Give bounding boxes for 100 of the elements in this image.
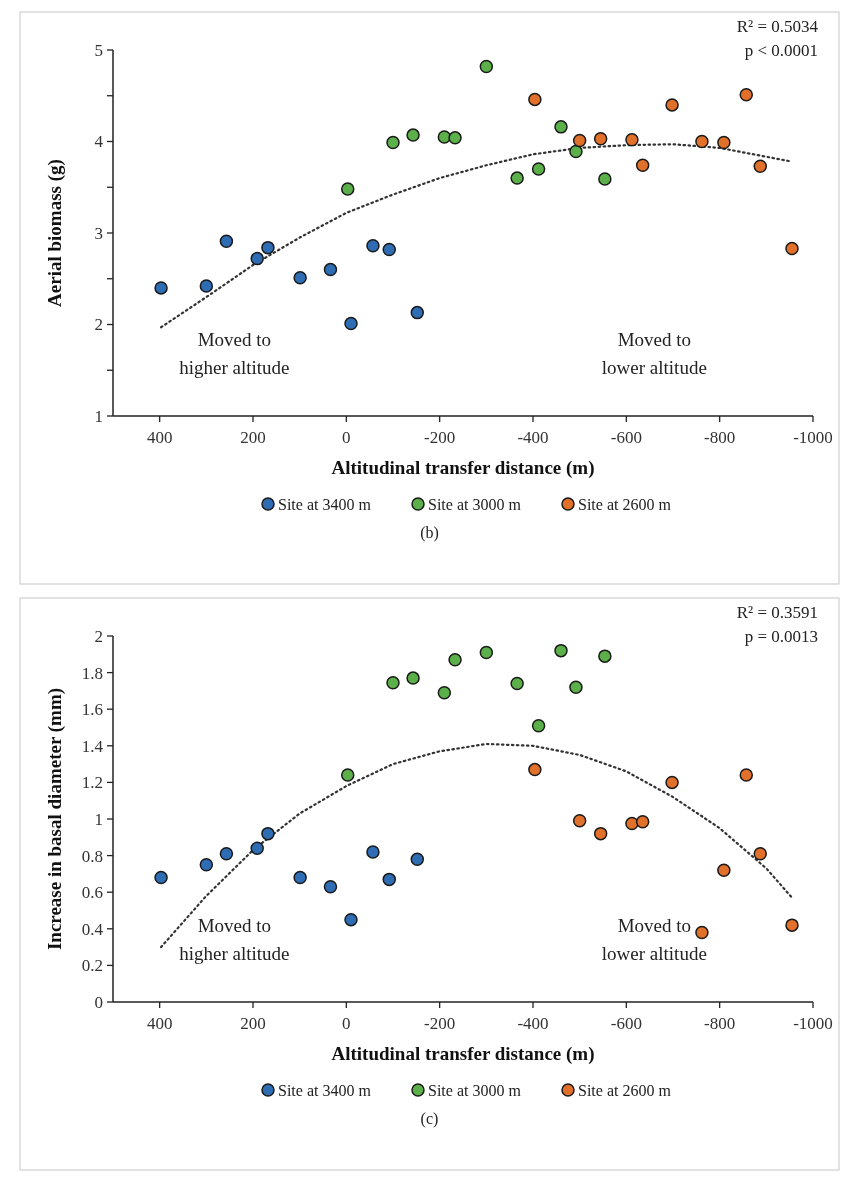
- point: [366, 845, 380, 859]
- point: [569, 144, 583, 159]
- point: [219, 847, 234, 861]
- point: [293, 870, 307, 885]
- x-tick-label: 400: [146, 428, 173, 447]
- point: [323, 879, 338, 894]
- point: [437, 685, 452, 700]
- y-tick-label: 0.6: [81, 883, 103, 903]
- text: (b): [420, 524, 439, 542]
- point: [593, 132, 608, 146]
- y-tick-label: 3: [94, 223, 103, 243]
- x-tick-label: -1000: [793, 428, 833, 447]
- point: [479, 645, 494, 660]
- point: [665, 98, 679, 112]
- point: [528, 762, 542, 777]
- point: [448, 131, 462, 145]
- point: [510, 676, 524, 691]
- point: [199, 858, 214, 872]
- point: [382, 872, 397, 887]
- point: [554, 120, 568, 134]
- point: [154, 281, 168, 295]
- legend-label: Site at 3000 m: [428, 495, 522, 513]
- point: [635, 158, 650, 173]
- point: [250, 251, 264, 266]
- x-axis-title: Altitudinal transfer distance (m): [331, 457, 595, 479]
- y-tick-label: 4: [94, 132, 104, 152]
- y-tick-label: 1: [94, 809, 103, 829]
- point: [261, 826, 275, 841]
- point: [625, 132, 639, 147]
- y-tick-label: 1.4: [81, 736, 104, 756]
- point: [386, 675, 400, 690]
- text: (c): [420, 1110, 439, 1128]
- y-tick-label: 0.2: [81, 956, 103, 976]
- point: [386, 135, 400, 150]
- x-tick-label: -200: [424, 1014, 456, 1033]
- point: [250, 841, 264, 856]
- point: [366, 239, 380, 253]
- y-axis-title: Aerial biomass (g): [44, 159, 66, 307]
- point: [635, 815, 650, 829]
- point: [717, 135, 731, 150]
- x-tick-label: -800: [704, 1014, 736, 1033]
- y-tick-label: 1.2: [81, 773, 103, 793]
- point: [753, 159, 768, 173]
- point: [410, 852, 425, 867]
- annotation: p = 0.0013: [744, 627, 818, 646]
- point: [340, 182, 355, 196]
- point: [410, 305, 425, 320]
- y-tick-label: 0.8: [81, 846, 103, 866]
- y-tick-label: 1: [94, 406, 103, 426]
- point: [406, 671, 420, 685]
- x-tick-label: 200: [240, 428, 266, 447]
- point: [785, 241, 799, 256]
- annotation: Moved to higher altitude: [179, 915, 290, 964]
- point: [554, 643, 568, 658]
- y-tick-label: 2: [94, 315, 103, 335]
- point: [510, 171, 524, 185]
- point: [665, 775, 679, 790]
- point: [406, 128, 420, 142]
- point: [531, 718, 546, 733]
- y-tick-label: 2: [94, 626, 103, 646]
- point: [572, 814, 587, 828]
- legend-label: Site at 2600 m: [578, 495, 672, 513]
- line-series: [159, 742, 794, 949]
- point: [717, 863, 731, 877]
- point: [261, 240, 275, 255]
- point: [344, 912, 358, 927]
- annotation: Moved to higher altitude: [179, 329, 290, 378]
- x-tick-label: 200: [240, 1014, 266, 1033]
- point: [569, 680, 583, 694]
- point: [199, 279, 214, 293]
- point: [739, 88, 754, 102]
- point: [695, 925, 709, 940]
- point: [598, 649, 612, 663]
- text: R² = 0.3591: [736, 603, 818, 622]
- y-tick-label: 0: [94, 992, 103, 1012]
- legend-label: Site at 3400 m: [278, 495, 372, 513]
- y-tick-label: 1.8: [81, 663, 103, 683]
- legend-label: Site at 3400 m: [278, 1081, 372, 1099]
- point: [219, 234, 234, 248]
- y-axis-title: Increase in basal diameter (mm): [44, 687, 66, 951]
- point: [528, 92, 542, 107]
- x-tick-label: -800: [704, 428, 736, 447]
- point: [753, 847, 768, 861]
- legend-label: Site at 2600 m: [578, 1081, 672, 1099]
- x-tick-label: -400: [517, 1014, 549, 1033]
- point: [739, 768, 754, 782]
- text: R² = 0.5034: [736, 17, 819, 36]
- point: [695, 134, 709, 149]
- x-tick-label: 0: [342, 1014, 351, 1033]
- point: [340, 768, 355, 782]
- y-tick-label: 5: [94, 40, 103, 60]
- annotation: Moved to lower altitude: [601, 329, 707, 378]
- point: [448, 653, 462, 667]
- point: [154, 870, 168, 885]
- point: [531, 162, 546, 176]
- point: [293, 271, 307, 285]
- x-axis-title: Altitudinal transfer distance (m): [331, 1043, 595, 1065]
- x-tick-label: -400: [517, 428, 549, 447]
- point: [323, 262, 338, 277]
- point: [382, 242, 397, 257]
